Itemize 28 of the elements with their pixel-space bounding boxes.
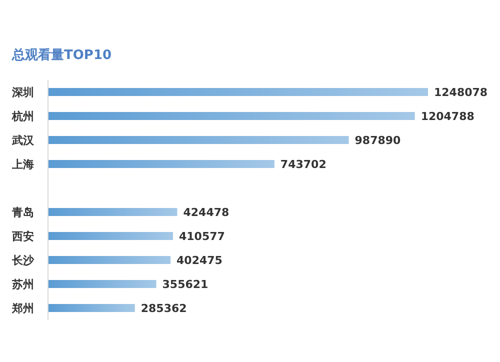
y-tick-label: 上海 [11,158,34,171]
bar [48,88,428,96]
data-label: 410577 [179,230,225,243]
data-label: 355621 [162,278,208,291]
y-tick-label: 郑州 [11,302,34,315]
data-label: 424478 [183,206,230,219]
y-tick-label: 西安 [11,230,34,243]
data-label: 402475 [176,254,222,267]
bar [48,160,274,168]
data-label: 987890 [354,134,402,147]
data-label: 1204788 [420,110,474,123]
bar [48,112,415,120]
bar [48,208,178,216]
chart-title: 总观看量TOP10 [11,47,112,63]
bar [48,136,349,144]
y-tick-label: 深圳 [11,86,34,99]
bar [48,256,171,264]
y-tick-label: 苏州 [11,278,34,291]
data-label: 743702 [280,158,326,171]
bar [48,304,135,312]
bar [48,232,174,240]
y-tick-label: 青岛 [11,206,34,219]
y-tick-label: 长沙 [11,254,35,267]
data-label: 285362 [140,302,187,315]
y-tick-label: 武汉 [11,134,35,147]
y-tick-label: 杭州 [11,110,34,123]
data-label: 1248078 [434,86,488,99]
bar [48,280,156,288]
